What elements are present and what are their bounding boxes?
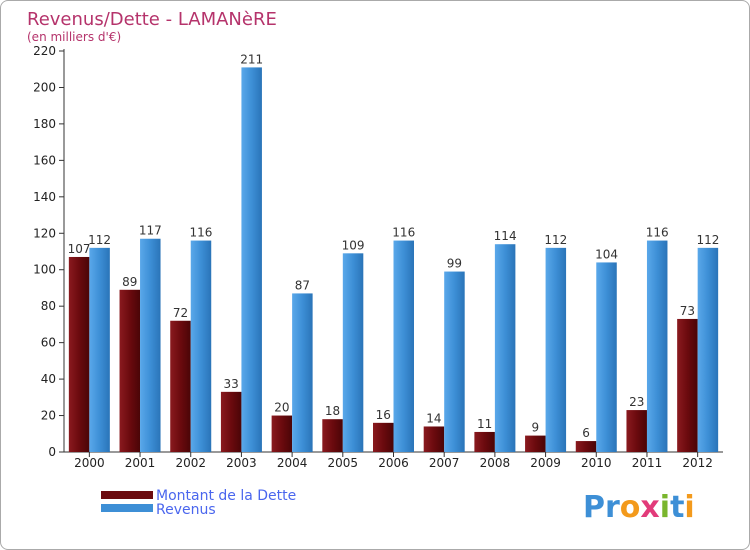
proxiti-logo: Proxiti (583, 490, 695, 525)
x-tick-label: 2004 (277, 456, 308, 470)
debt-bar (373, 422, 394, 452)
y-tick-label: 160 (33, 153, 56, 167)
chart-subtitle: (en milliers d'€) (27, 30, 121, 44)
y-tick-label: 0 (48, 445, 56, 459)
legend-label-debt: Montant de la Dette (156, 488, 296, 504)
value-label: 89 (122, 275, 137, 289)
debt-bar (423, 426, 445, 452)
y-tick-label: 60 (41, 336, 56, 350)
value-label: 87 (295, 278, 310, 292)
revenus-bar (444, 271, 465, 452)
y-tick-label: 20 (41, 409, 56, 423)
legend: Montant de la Dette Revenus (101, 488, 296, 518)
y-tick-label: 100 (33, 263, 56, 277)
debt-bar (68, 256, 90, 452)
revenus-bar (494, 244, 516, 452)
revenus-bar (190, 240, 212, 452)
value-label: 211 (240, 52, 263, 66)
x-axis: 2000 2001 2002 2003 2004 2005 2006 2007 2008 2009… (64, 451, 723, 470)
value-label: 116 (190, 226, 213, 240)
chart-title: Revenus/Dette - LAMANèRE (27, 9, 277, 30)
value-label: 117 (139, 224, 162, 238)
value-label: 72 (173, 306, 188, 320)
revenus-bar (545, 247, 567, 452)
x-tick-label: 2003 (226, 456, 257, 470)
value-label: 11 (477, 417, 492, 431)
x-tick-label: 2002 (175, 456, 206, 470)
y-tick-label: 140 (33, 190, 56, 204)
value-label: 116 (392, 226, 415, 240)
value-label: 73 (680, 304, 695, 318)
value-label: 20 (274, 401, 289, 415)
x-tick-label: 2000 (74, 456, 105, 470)
value-label: 109 (342, 238, 365, 252)
revenus-bar (646, 240, 668, 452)
value-label: 9 (532, 421, 540, 435)
debt-bar (119, 289, 141, 452)
revenus-bar (596, 262, 617, 452)
value-label: 107 (68, 242, 91, 256)
y-tick-label: 80 (41, 299, 56, 313)
x-tick-label: 2011 (632, 456, 663, 470)
debt-bar (170, 320, 191, 452)
x-tick-label: 2006 (378, 456, 409, 470)
debt-bar (626, 410, 647, 452)
value-label: 116 (646, 226, 669, 240)
y-tick-label: 200 (33, 80, 56, 94)
debt-bar (220, 391, 242, 452)
value-label: 99 (447, 257, 462, 271)
legend-swatch-revenus (101, 504, 153, 512)
x-tick-label: 2008 (480, 456, 511, 470)
value-label: 112 (696, 233, 719, 247)
revenus-bar (241, 67, 262, 453)
debt-bar (677, 318, 698, 452)
value-labels-group: 1071128911772116332112087181091611614991… (68, 52, 720, 440)
debt-bar (575, 441, 597, 452)
x-tick-label: 2001 (125, 456, 156, 470)
revenus-bar (292, 293, 313, 452)
debt-bar (525, 435, 546, 452)
revenus-bar (393, 240, 414, 452)
value-label: 114 (494, 229, 517, 243)
revenus-bar (89, 247, 110, 452)
revenus-bar (342, 253, 364, 452)
value-label: 112 (88, 233, 111, 247)
debt-bar (271, 415, 293, 452)
x-tick-label: 2010 (581, 456, 612, 470)
legend-swatch-debt (101, 491, 153, 499)
x-tick-label: 2012 (682, 456, 713, 470)
debt-bar (474, 431, 495, 452)
legend-label-revenus: Revenus (156, 502, 216, 518)
y-tick-label: 180 (33, 117, 56, 131)
bars-group (68, 67, 719, 453)
y-tick-label: 220 (33, 44, 56, 58)
value-label: 104 (595, 247, 618, 261)
value-label: 16 (376, 408, 391, 422)
value-label: 6 (582, 426, 590, 440)
x-tick-label: 2009 (530, 456, 561, 470)
debt-bar (322, 419, 343, 452)
y-tick-label: 120 (33, 226, 56, 240)
revenus-bar (697, 247, 719, 452)
y-tick-label: 40 (41, 372, 56, 386)
revenus-bar (140, 238, 161, 452)
x-tick-label: 2007 (429, 456, 460, 470)
y-axis: 0 20 40 60 80 100 120 140 160 180 200 220 (33, 44, 65, 459)
x-tick-label: 2005 (328, 456, 359, 470)
value-label: 112 (544, 233, 567, 247)
value-label: 33 (224, 377, 239, 391)
value-label: 14 (426, 411, 441, 425)
value-label: 18 (325, 404, 340, 418)
value-label: 23 (629, 395, 644, 409)
